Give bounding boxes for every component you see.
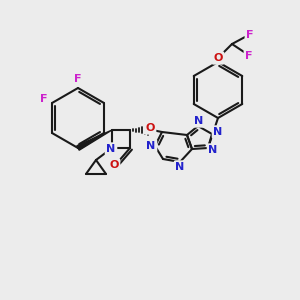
Text: F: F [74, 74, 82, 84]
Text: O: O [109, 160, 119, 170]
Text: N: N [176, 162, 184, 172]
Text: N: N [208, 145, 217, 155]
Text: N: N [146, 141, 156, 151]
Text: F: F [246, 30, 254, 40]
Text: N: N [106, 144, 116, 154]
Text: N: N [194, 116, 204, 126]
Text: O: O [145, 123, 155, 133]
Text: N: N [213, 127, 223, 137]
Text: F: F [245, 51, 253, 61]
Text: O: O [213, 53, 223, 63]
Polygon shape [77, 130, 112, 150]
Text: F: F [40, 94, 48, 103]
